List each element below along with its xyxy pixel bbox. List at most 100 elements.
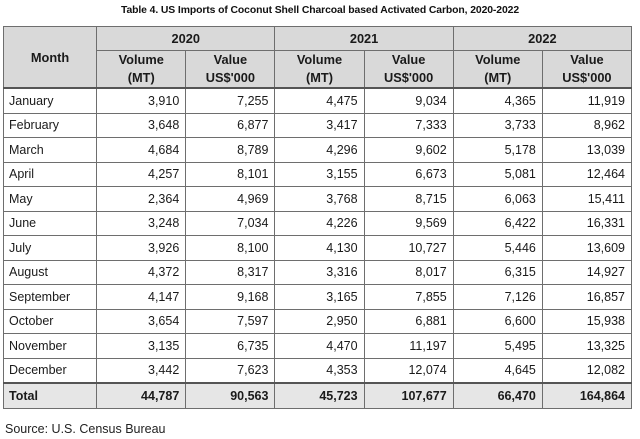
month-cell: November	[2, 333, 98, 359]
table-title: Table 4. US Imports of Coconut Shell Cha…	[120, 5, 520, 16]
year-header-row: Month 2020 2021 2022	[2, 26, 633, 89]
value-2022-cell: 12,464	[541, 161, 633, 187]
table-row: July 3,926 8,100 4,130 10,727 5,446 13,609	[2, 235, 633, 261]
volume-2022-cell: 7,126	[452, 284, 543, 310]
value-2020-cell: 7,255	[185, 87, 276, 114]
volume-header: Volume	[274, 50, 365, 69]
value-2021-cell: 10,727	[363, 235, 454, 261]
value-2021-cell: 12,074	[363, 357, 454, 384]
total-value-2022: 164,864	[541, 382, 633, 409]
value-unit-header: US$'000	[541, 69, 633, 89]
volume-2021-cell: 4,296	[274, 137, 365, 163]
value-2021-cell: 9,602	[363, 137, 454, 163]
value-2020-cell: 4,969	[185, 186, 276, 212]
volume-unit-header: (MT)	[452, 69, 543, 89]
value-2021-cell: 6,673	[363, 161, 454, 187]
value-header: Value	[541, 50, 633, 69]
month-cell: April	[2, 161, 98, 187]
volume-2021-cell: 3,155	[274, 161, 365, 187]
subheader-row-2: (MT) US$'000 (MT) US$'000 (MT) US$'000	[4, 69, 633, 89]
value-2021-cell: 11,197	[363, 333, 454, 359]
volume-2022-cell: 6,422	[452, 210, 543, 236]
volume-2022-cell: 3,733	[452, 112, 543, 138]
value-2022-cell: 15,938	[541, 308, 633, 334]
value-2021-cell: 9,569	[363, 210, 454, 236]
month-cell: May	[2, 186, 98, 212]
month-cell: August	[2, 259, 98, 285]
volume-2021-cell: 3,417	[274, 112, 365, 138]
value-2021-cell: 8,715	[363, 186, 454, 212]
value-2022-cell: 11,919	[541, 87, 633, 114]
month-cell: June	[2, 210, 98, 236]
total-volume-2020: 44,787	[96, 382, 187, 409]
volume-2022-cell: 4,365	[452, 87, 543, 114]
value-2020-cell: 9,168	[185, 284, 276, 310]
total-value-2021: 107,677	[363, 382, 454, 409]
value-2021-cell: 7,855	[363, 284, 454, 310]
month-cell: February	[2, 112, 98, 138]
volume-2020-cell: 3,248	[96, 210, 187, 236]
volume-2020-cell: 3,135	[96, 333, 187, 359]
volume-2021-cell: 3,768	[274, 186, 365, 212]
volume-2022-cell: 6,315	[452, 259, 543, 285]
volume-2020-cell: 4,257	[96, 161, 187, 187]
value-2020-cell: 7,034	[185, 210, 276, 236]
value-header: Value	[363, 50, 454, 69]
volume-2021-cell: 4,475	[274, 87, 365, 114]
value-2021-cell: 6,881	[363, 308, 454, 334]
table-row: January 3,910 7,255 4,475 9,034 4,365 11,919	[2, 87, 633, 114]
volume-header: Volume	[452, 50, 543, 69]
value-unit-header: US$'000	[185, 69, 276, 89]
volume-2020-cell: 3,648	[96, 112, 187, 138]
table-row: November 3,135 6,735 4,470 11,197 5,495 13,325	[2, 333, 633, 359]
volume-2021-cell: 2,950	[274, 308, 365, 334]
volume-2022-cell: 5,081	[452, 161, 543, 187]
value-2020-cell: 8,789	[185, 137, 276, 163]
volume-2020-cell: 3,926	[96, 235, 187, 261]
value-2022-cell: 14,927	[541, 259, 633, 285]
source-note: Source: U.S. Census Bureau	[5, 422, 166, 436]
table-body: January 3,910 7,255 4,475 9,034 4,365 11,919 Fe…	[2, 87, 633, 384]
imports-table: Month 2020 2021 2022 Volume Value Volume…	[2, 26, 633, 409]
volume-unit-header: (MT)	[274, 69, 365, 89]
total-volume-2022: 66,470	[452, 382, 543, 409]
year-header-2020: 2020	[96, 26, 276, 51]
value-2020-cell: 6,877	[185, 112, 276, 138]
volume-2021-cell: 4,353	[274, 357, 365, 384]
value-2020-cell: 8,101	[185, 161, 276, 187]
value-2020-cell: 7,597	[185, 308, 276, 334]
volume-2021-cell: 4,130	[274, 235, 365, 261]
table-row: September 4,147 9,168 3,165 7,855 7,126 16,857	[2, 284, 633, 310]
volume-2020-cell: 4,372	[96, 259, 187, 285]
value-2022-cell: 16,857	[541, 284, 633, 310]
volume-2021-cell: 3,165	[274, 284, 365, 310]
subheader-row-1: Volume Value Volume Value Volume Value	[4, 50, 633, 69]
value-2022-cell: 15,411	[541, 186, 633, 212]
table-row: May 2,364 4,969 3,768 8,715 6,063 15,411	[2, 186, 633, 212]
volume-2020-cell: 2,364	[96, 186, 187, 212]
month-cell: July	[2, 235, 98, 261]
table-row: October 3,654 7,597 2,950 6,881 6,600 15,938	[2, 308, 633, 334]
total-value-2020: 90,563	[185, 382, 276, 409]
month-cell: September	[2, 284, 98, 310]
volume-2022-cell: 6,063	[452, 186, 543, 212]
table-row: February 3,648 6,877 3,417 7,333 3,733 8,962	[2, 112, 633, 138]
total-label: Total	[2, 382, 98, 409]
total-row: Total 44,787 90,563 45,723 107,677 66,47…	[2, 382, 633, 409]
month-header: Month	[2, 26, 98, 89]
value-unit-header: US$'000	[363, 69, 454, 89]
value-2022-cell: 12,082	[541, 357, 633, 384]
month-cell: January	[2, 87, 98, 114]
month-cell: October	[2, 308, 98, 334]
volume-2020-cell: 3,442	[96, 357, 187, 384]
volume-2020-cell: 3,654	[96, 308, 187, 334]
volume-2022-cell: 5,446	[452, 235, 543, 261]
value-2021-cell: 7,333	[363, 112, 454, 138]
value-2022-cell: 16,331	[541, 210, 633, 236]
volume-2020-cell: 4,684	[96, 137, 187, 163]
volume-2021-cell: 4,226	[274, 210, 365, 236]
month-cell: March	[2, 137, 98, 163]
volume-2021-cell: 4,470	[274, 333, 365, 359]
value-header: Value	[185, 50, 276, 69]
value-2022-cell: 8,962	[541, 112, 633, 138]
